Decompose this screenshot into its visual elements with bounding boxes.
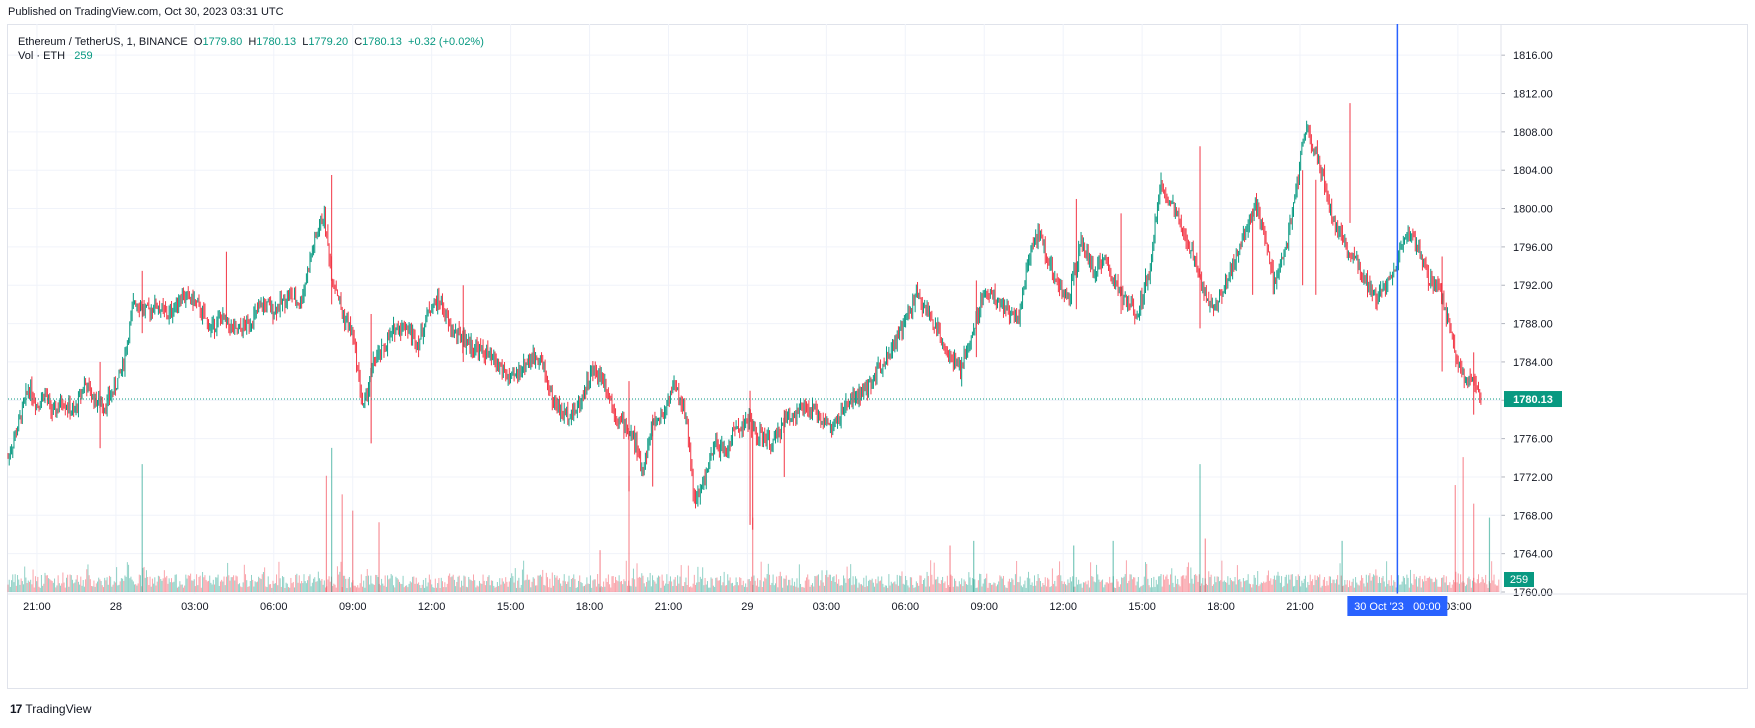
x-tick-label: 29: [741, 601, 753, 613]
close-value: 1780.13: [362, 36, 402, 48]
tradingview-logo-icon: 17: [10, 702, 22, 716]
x-tick-label: 28: [110, 601, 122, 613]
ohlc-legend: Ethereum / TetherUS, 1, BINANCE O1779.80…: [18, 35, 484, 50]
low-value: 1779.20: [308, 36, 349, 48]
volume-value: 259: [74, 50, 93, 62]
y-tick-label: 1768.00: [1513, 510, 1553, 522]
tradingview-brand-text: TradingView: [25, 702, 92, 716]
x-tick-label: 15:00: [497, 601, 525, 613]
x-tick-label: 03:00: [813, 601, 841, 613]
open-value: 1779.80: [202, 36, 243, 48]
x-tick-label: 21:00: [23, 601, 51, 613]
high-value: 1780.13: [256, 36, 297, 48]
y-tick-label: 1800.00: [1513, 204, 1553, 216]
y-tick-label: 1812.00: [1513, 89, 1553, 101]
volume-badge-text: 259: [1510, 574, 1528, 586]
y-tick-label: 1764.00: [1513, 549, 1553, 561]
x-tick-label: 09:00: [339, 601, 367, 613]
price-axis[interactable]: 1816.00 1812.00 1808.00 1804.00 1800.00 1796.…: [1500, 24, 1553, 599]
y-tick-label: 1772.00: [1513, 472, 1553, 484]
y-tick-label: 1808.00: [1513, 127, 1553, 139]
y-tick-label: 1804.00: [1513, 165, 1553, 177]
y-tick-label: 1796.00: [1513, 242, 1553, 254]
x-tick-label: 03:00: [1444, 601, 1472, 613]
y-tick-label: 1784.00: [1513, 357, 1553, 369]
volume-badge: [1504, 572, 1534, 587]
y-tick-label: 1816.00: [1513, 50, 1553, 62]
axis-badges: 1780.13 259 30 Oct '23 00:00: [1347, 391, 1562, 616]
y-tick-label: 1760.00: [1513, 587, 1553, 599]
x-tick-label: 18:00: [576, 601, 604, 613]
crosshair-time-badge: [1347, 596, 1448, 616]
high-label: H: [248, 36, 257, 48]
volume-label[interactable]: Vol · ETH: [18, 50, 66, 62]
time-axis[interactable]: 21:00 28 03:00 06:00 09:00 12:00 15:00 18:00 21:…: [8, 593, 1748, 613]
x-tick-label: 03:00: [181, 601, 209, 613]
y-tick-label: 1792.00: [1513, 280, 1553, 292]
x-tick-label: 09:00: [970, 601, 998, 613]
change-value: +0.32 (+0.02%): [408, 36, 484, 48]
x-tick-label: 18:00: [1207, 601, 1235, 613]
volume-legend: Vol · ETH 259: [18, 50, 93, 62]
published-caption: Published on TradingView.com, Oct 30, 20…: [8, 6, 284, 18]
symbol-label[interactable]: Ethereum / TetherUS, 1, BINANCE: [18, 36, 188, 48]
y-tick-label: 1788.00: [1513, 319, 1553, 331]
chart-frame[interactable]: [7, 24, 1748, 689]
x-tick-label: 21:00: [655, 601, 683, 613]
volume-bars: [7, 447, 1500, 592]
x-tick-label: 21:00: [1286, 601, 1314, 613]
crosshair-time-badge-text: 30 Oct '23 00:00: [1354, 601, 1441, 613]
x-tick-label: 12:00: [418, 601, 446, 613]
close-label: C: [354, 36, 363, 48]
x-tick-label: 12:00: [1049, 601, 1077, 613]
tradingview-logo[interactable]: 17 TradingView: [10, 702, 91, 716]
last-price-badge: [1504, 391, 1562, 408]
x-tick-label: 06:00: [892, 601, 920, 613]
last-price-badge-text: 1780.13: [1513, 394, 1553, 406]
grid-lines: [8, 24, 1500, 594]
y-tick-label: 1776.00: [1513, 434, 1553, 446]
x-tick-label: 06:00: [260, 601, 288, 613]
x-tick-label: 15:00: [1128, 601, 1156, 613]
low-label: L: [302, 36, 309, 48]
candle-series: [7, 103, 1482, 530]
open-label: O: [193, 36, 203, 48]
